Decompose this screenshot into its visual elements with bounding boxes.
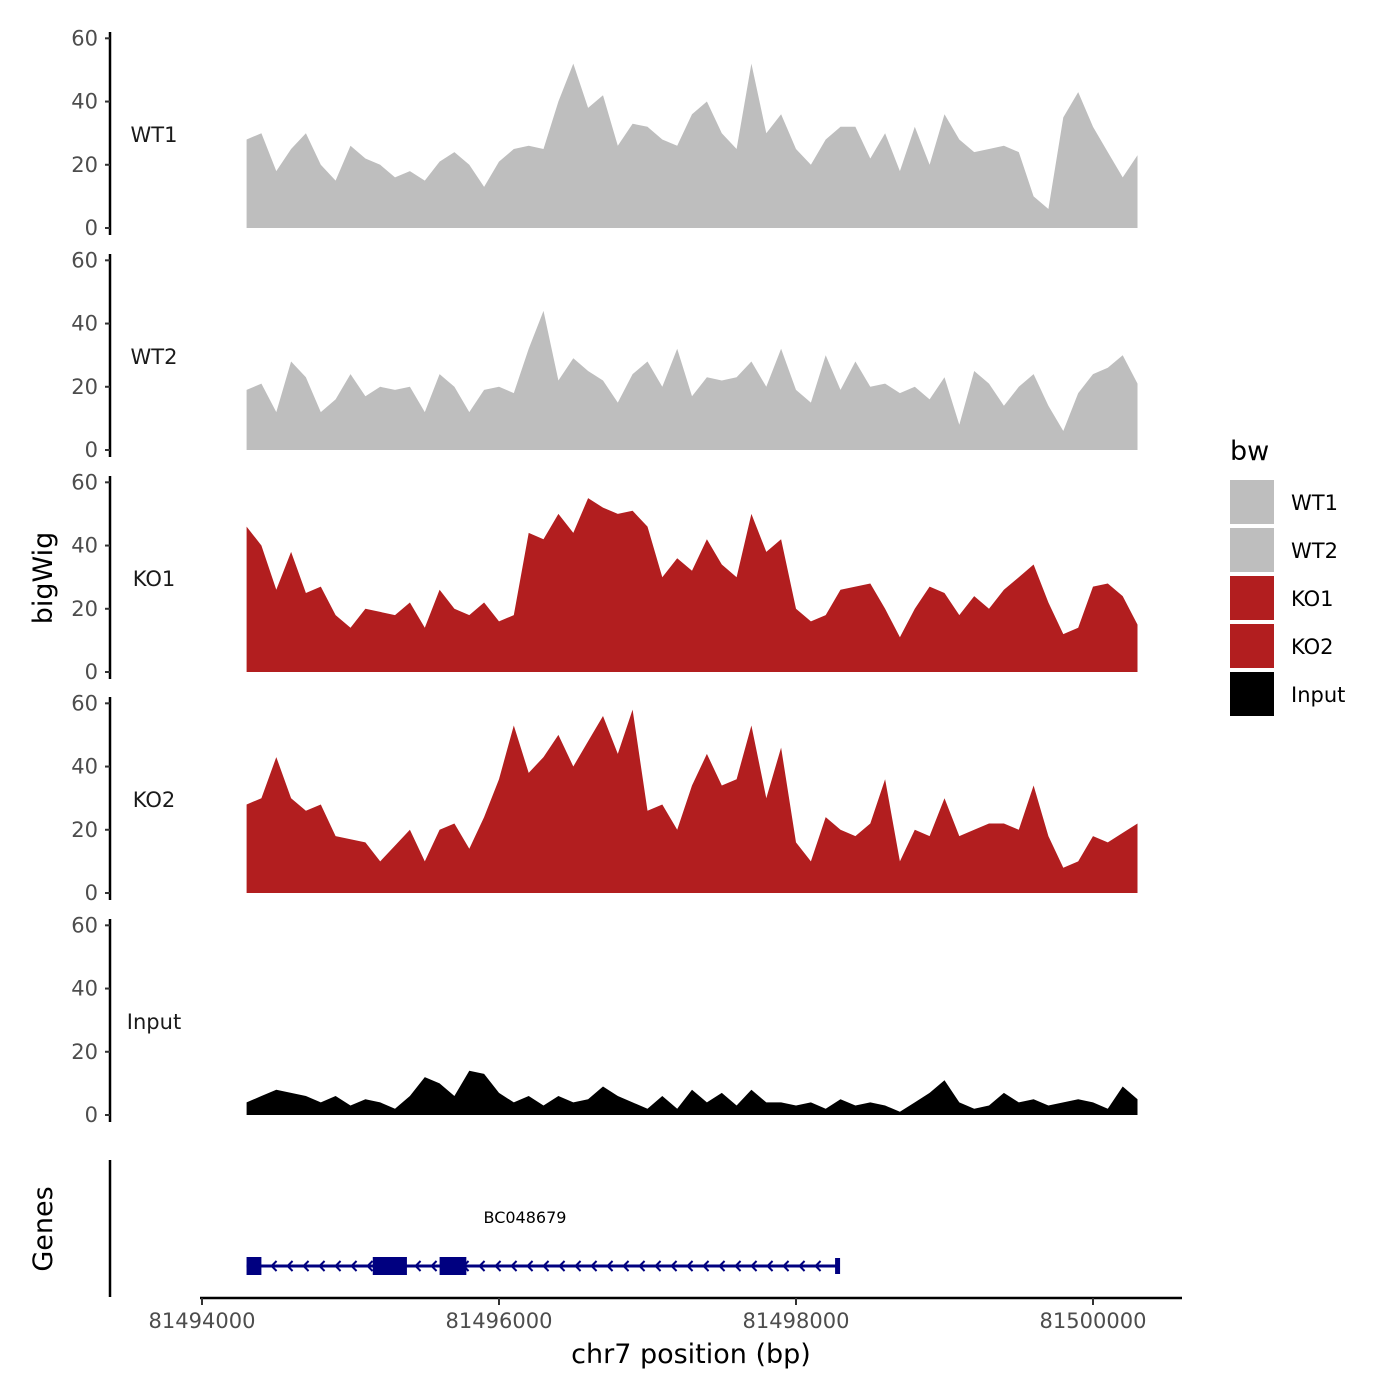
gene-strand-arrow <box>478 1260 486 1272</box>
legend-key-wt1 <box>1230 480 1274 524</box>
gene-strand-arrow <box>494 1260 502 1272</box>
gene-strand-arrow <box>718 1260 726 1272</box>
area-input <box>246 1070 1138 1115</box>
y-tick-label: 0 <box>85 660 98 684</box>
y-tick-label: 60 <box>71 913 98 937</box>
gene-strand-arrow <box>510 1260 518 1272</box>
y-tick-label: 20 <box>71 818 98 842</box>
gene-strand-arrow <box>526 1260 534 1272</box>
x-tick-label: 81498000 <box>743 1309 850 1333</box>
area-ko1 <box>246 498 1138 672</box>
gene-strand-arrow <box>414 1260 422 1272</box>
gene-exon <box>439 1257 467 1275</box>
gene-strand-arrow <box>766 1260 774 1272</box>
gene-strand-arrow <box>542 1260 550 1272</box>
genes-track: BC048679 <box>108 1160 841 1297</box>
x-axis-title: chr7 position (bp) <box>571 1339 811 1370</box>
x-axis: 81494000 81496000 81498000 81500000 <box>149 1296 1182 1333</box>
area-ko2 <box>246 709 1138 893</box>
gene-exon <box>246 1257 262 1275</box>
area-wt2 <box>246 310 1138 450</box>
y-tick-label: 40 <box>71 312 98 336</box>
gene-strand-arrow <box>734 1260 742 1272</box>
gene-strand-arrow <box>334 1260 342 1272</box>
track-label: KO2 <box>133 788 176 812</box>
gene-strand-arrow <box>686 1260 694 1272</box>
legend-label-input: Input <box>1291 683 1345 707</box>
legend-key-ko1 <box>1230 576 1274 620</box>
track-ko1: 0 20 40 60 KO1 <box>71 470 1138 684</box>
legend-key-input <box>1230 672 1274 716</box>
y-tick-label: 0 <box>85 881 98 905</box>
gene-strand-arrow <box>574 1260 582 1272</box>
y-tick-label: 60 <box>71 26 98 50</box>
y-tick-label: 40 <box>71 755 98 779</box>
y-tick-label: 0 <box>85 1103 98 1127</box>
y-tick-label: 60 <box>71 691 98 715</box>
y-tick-label: 20 <box>71 1040 98 1064</box>
track-wt1: 0 20 40 60 WT1 <box>71 26 1138 240</box>
gene-strand-arrow <box>302 1260 310 1272</box>
gene-strand-arrow <box>350 1260 358 1272</box>
x-tick-label: 81494000 <box>149 1309 256 1333</box>
signal-tracks: 0 20 40 60 WT1 0 20 40 60 WT2 0 20 40 60 KO1 0 20 40 60 KO2… <box>71 26 1138 1127</box>
legend-label-wt1: WT1 <box>1291 491 1338 515</box>
gene-strand-arrow <box>606 1260 614 1272</box>
track-label: WT1 <box>131 123 178 147</box>
gene-strand-arrow <box>590 1260 598 1272</box>
y-tick-label: 0 <box>85 216 98 240</box>
gene-label: BC048679 <box>484 1208 567 1227</box>
legend-key-ko2 <box>1230 624 1274 668</box>
y-tick-label: 60 <box>71 470 98 494</box>
gene-strand-arrow <box>782 1260 790 1272</box>
legend: bw WT1 WT2 KO1 KO2 Input <box>1230 436 1345 716</box>
gene-strand-arrow <box>622 1260 630 1272</box>
track-ko2: 0 20 40 60 KO2 <box>71 691 1138 905</box>
gene-strand-arrow <box>814 1260 822 1272</box>
gene-strand-arrow <box>798 1260 806 1272</box>
gene-strand-arrow <box>638 1260 646 1272</box>
gene-strand-arrow <box>318 1260 326 1272</box>
gene-strand-arrow <box>430 1260 438 1272</box>
gene-strand-arrow <box>654 1260 662 1272</box>
gene-strand-arrow <box>670 1260 678 1272</box>
x-tick-label: 81496000 <box>446 1309 553 1333</box>
legend-title: bw <box>1230 436 1269 467</box>
gene-strand-arrow <box>558 1260 566 1272</box>
track-label: KO1 <box>133 567 176 591</box>
gene-strand-arrow <box>286 1260 294 1272</box>
y-axis-title: bigWig <box>28 532 59 625</box>
y-tick-label: 40 <box>71 534 98 558</box>
y-tick-label: 20 <box>71 597 98 621</box>
legend-label-ko1: KO1 <box>1291 587 1334 611</box>
gene-exon <box>372 1257 407 1275</box>
y-tick-label: 40 <box>71 977 98 1001</box>
gene-strand-arrow <box>270 1260 278 1272</box>
y-tick-label: 40 <box>71 90 98 114</box>
gene-strand-arrow <box>702 1260 710 1272</box>
legend-key-wt2 <box>1230 528 1274 572</box>
x-tick-label: 81500000 <box>1040 1309 1147 1333</box>
genes-axis-title: Genes <box>28 1186 59 1271</box>
track-label: WT2 <box>131 345 178 369</box>
track-wt2: 0 20 40 60 WT2 <box>71 248 1138 462</box>
track-input: 0 20 40 60 Input <box>71 913 1138 1127</box>
y-tick-label: 0 <box>85 438 98 462</box>
gene-strand-arrow <box>366 1260 374 1272</box>
y-tick-label: 20 <box>71 375 98 399</box>
track-label: Input <box>127 1010 181 1034</box>
gene-strand-arrow <box>750 1260 758 1272</box>
legend-label-ko2: KO2 <box>1291 635 1334 659</box>
y-tick-label: 20 <box>71 153 98 177</box>
y-tick-label: 60 <box>71 248 98 272</box>
legend-label-wt2: WT2 <box>1291 539 1338 563</box>
area-wt1 <box>246 63 1138 228</box>
